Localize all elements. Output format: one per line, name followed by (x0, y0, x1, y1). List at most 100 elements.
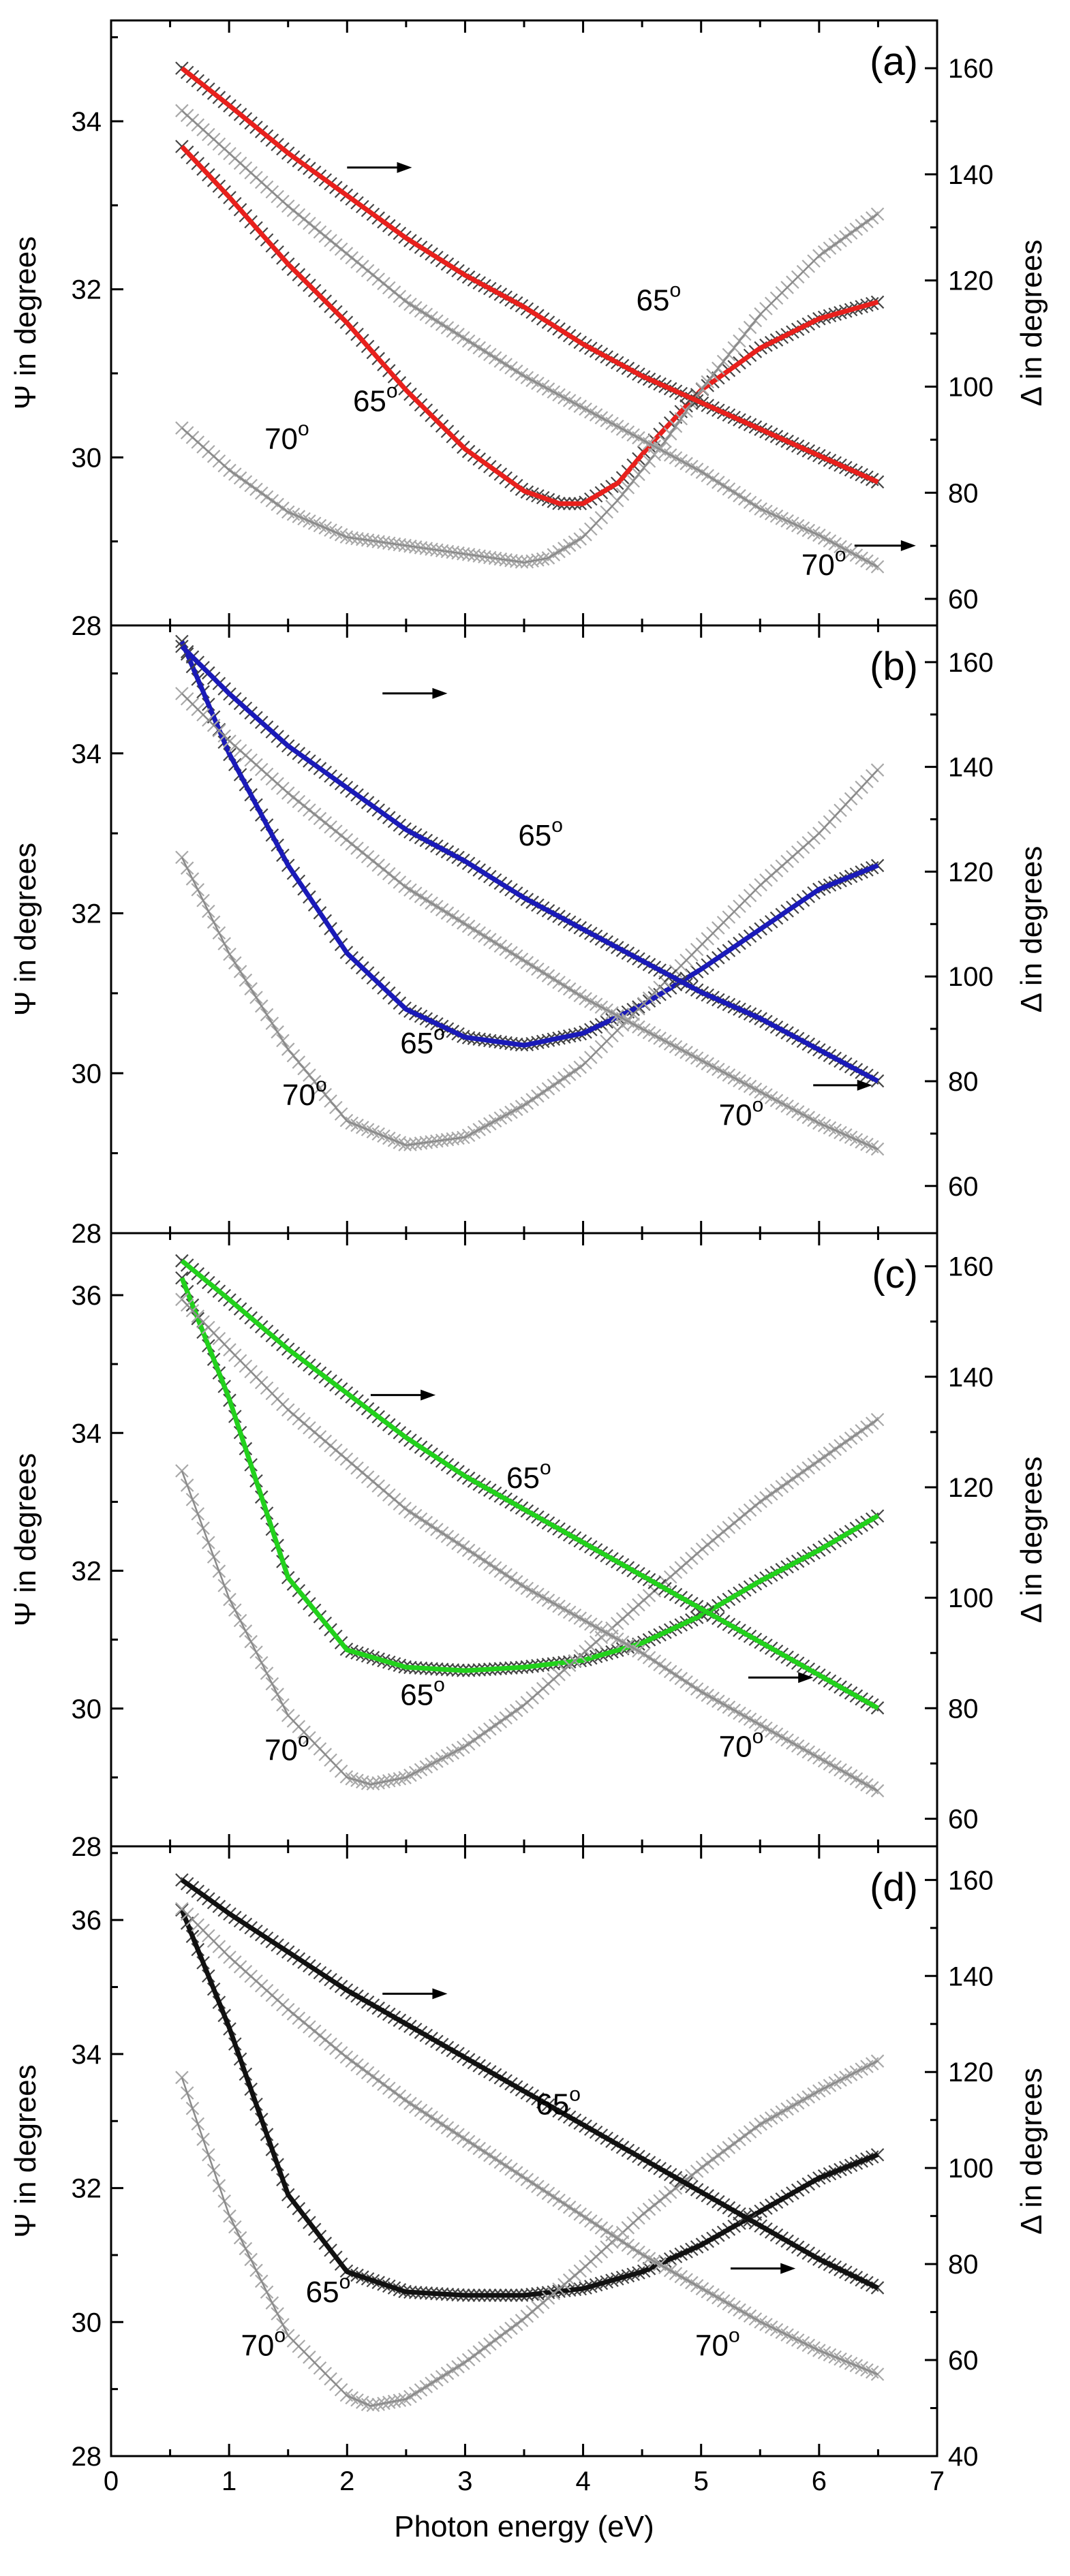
series-line (181, 769, 879, 1147)
degree-superscript: o (298, 1729, 309, 1752)
series-psi-data (175, 1412, 885, 1791)
arrow-head-icon (432, 687, 448, 699)
angle-value: 70 (719, 1099, 752, 1132)
angle-label: 70o (264, 1729, 309, 1767)
x-tick-label: 3 (457, 2466, 472, 2496)
angle-value: 65 (506, 1461, 540, 1495)
left-y-axis-label: Ψ in degrees (9, 843, 42, 1016)
series-psi-data (175, 763, 885, 1151)
right-y-axis-label: Δ in degrees (1015, 240, 1048, 407)
series-delta-fit (175, 1873, 885, 2295)
angle-value: 65 (306, 2276, 339, 2309)
angle-value: 65 (536, 2088, 569, 2121)
x-tick-label: 5 (694, 2466, 709, 2496)
series-line (179, 1909, 879, 2298)
right-y-axis-label: Δ in degrees (1015, 846, 1048, 1013)
left-y-tick-label: 28 (72, 611, 102, 641)
degree-superscript: o (298, 418, 309, 440)
right-y-tick-label: 160 (948, 1252, 994, 1282)
angle-value: 65 (636, 284, 669, 317)
series-psi-fit (175, 140, 885, 510)
x-tick-label: 0 (104, 2466, 119, 2496)
series-line (181, 110, 879, 568)
angle-label: 65o (506, 1457, 551, 1495)
series-delta-fit (175, 61, 885, 489)
right-y-tick-label: 60 (948, 2346, 979, 2376)
angle-label: 70o (241, 2324, 286, 2362)
x-axis-label: Photon energy (eV) (394, 2510, 654, 2543)
degree-superscript: o (540, 1457, 551, 1479)
data-point (175, 850, 189, 865)
right-y-tick-label: 80 (948, 1067, 979, 1097)
angle-value: 70 (719, 1731, 752, 1764)
angle-value: 70 (282, 1078, 316, 1112)
series-line (180, 66, 879, 484)
series-line (181, 1908, 878, 2376)
series-line (180, 144, 879, 506)
left-y-tick-label: 34 (72, 107, 102, 137)
angle-label: 65o (636, 279, 681, 317)
right-y-tick-label: 40 (948, 2442, 979, 2472)
angle-value: 65 (400, 1679, 433, 1712)
degree-superscript: o (752, 1094, 764, 1117)
right-y-axis-label: Δ in degrees (1015, 1457, 1048, 1624)
right-y-tick-label: 120 (948, 1473, 994, 1503)
left-y-tick-label: 36 (72, 1281, 102, 1311)
left-y-tick-label: 32 (72, 899, 102, 929)
degree-superscript: o (752, 1726, 764, 1748)
angle-value: 70 (241, 2329, 274, 2362)
series-psi-fit (175, 1903, 885, 2302)
left-y-tick-label: 30 (72, 443, 102, 473)
left-y-axis-label: Ψ in degrees (9, 1453, 42, 1626)
series-delta-data (175, 104, 885, 574)
right-y-tick-label: 140 (948, 753, 994, 783)
data-point (175, 1464, 189, 1478)
degree-superscript: o (433, 1674, 445, 1696)
angle-label: 70o (719, 1726, 764, 1764)
right-y-tick-label: 100 (948, 1583, 994, 1613)
right-y-tick-label: 80 (948, 1694, 979, 1724)
angle-label: 70o (719, 1094, 764, 1132)
series-line (181, 693, 878, 1151)
angle-value: 70 (801, 548, 835, 582)
angle-value: 65 (353, 385, 386, 418)
right-y-tick-label: 100 (948, 372, 994, 402)
left-y-tick-label: 30 (72, 2308, 102, 2338)
chart-panel-1: 28 30 32 34 60 80 100 120 140 160 Ψ in degrees Δ in… (9, 19, 1048, 641)
left-y-tick-label: 28 (72, 2442, 102, 2472)
angle-label: 70o (695, 2324, 740, 2362)
right-y-tick-label: 120 (948, 857, 994, 887)
angle-value: 65 (400, 1027, 433, 1060)
degree-superscript: o (569, 2083, 581, 2105)
series-delta-data (175, 1902, 885, 2381)
series-psi-fit (175, 1271, 885, 1677)
degree-superscript: o (729, 2324, 740, 2346)
degree-superscript: o (316, 1074, 327, 1096)
right-y-tick-label: 100 (948, 2154, 994, 2184)
series-psi-data (175, 2054, 885, 2412)
x-tick-label: 6 (812, 2466, 827, 2496)
plot-frame (110, 1845, 938, 2457)
right-y-tick-label: 80 (948, 2250, 979, 2280)
arrow-head-icon (857, 1079, 872, 1091)
series-delta-fit (175, 639, 885, 1088)
angle-label: 70o (264, 418, 309, 456)
degree-superscript: o (669, 279, 681, 302)
right-y-axis-label: Δ in degrees (1015, 2068, 1048, 2235)
angle-label: 65o (518, 814, 563, 852)
right-y-tick-label: 140 (948, 1363, 994, 1393)
right-y-tick-label: 140 (948, 1961, 994, 1991)
series-line (180, 1258, 880, 1711)
degree-superscript: o (835, 544, 846, 566)
series-line (179, 1277, 880, 1673)
angle-value: 70 (264, 1734, 298, 1767)
right-y-tick-label: 160 (948, 54, 994, 84)
degree-superscript: o (551, 814, 563, 837)
right-y-tick-label: 140 (948, 160, 994, 190)
right-y-tick-label: 60 (948, 585, 979, 615)
right-y-tick-label: 160 (948, 1865, 994, 1895)
left-y-tick-label: 30 (72, 1694, 102, 1724)
right-y-tick-label: 120 (948, 266, 994, 296)
right-y-tick-label: 60 (948, 1804, 979, 1834)
series-line (180, 645, 880, 1084)
